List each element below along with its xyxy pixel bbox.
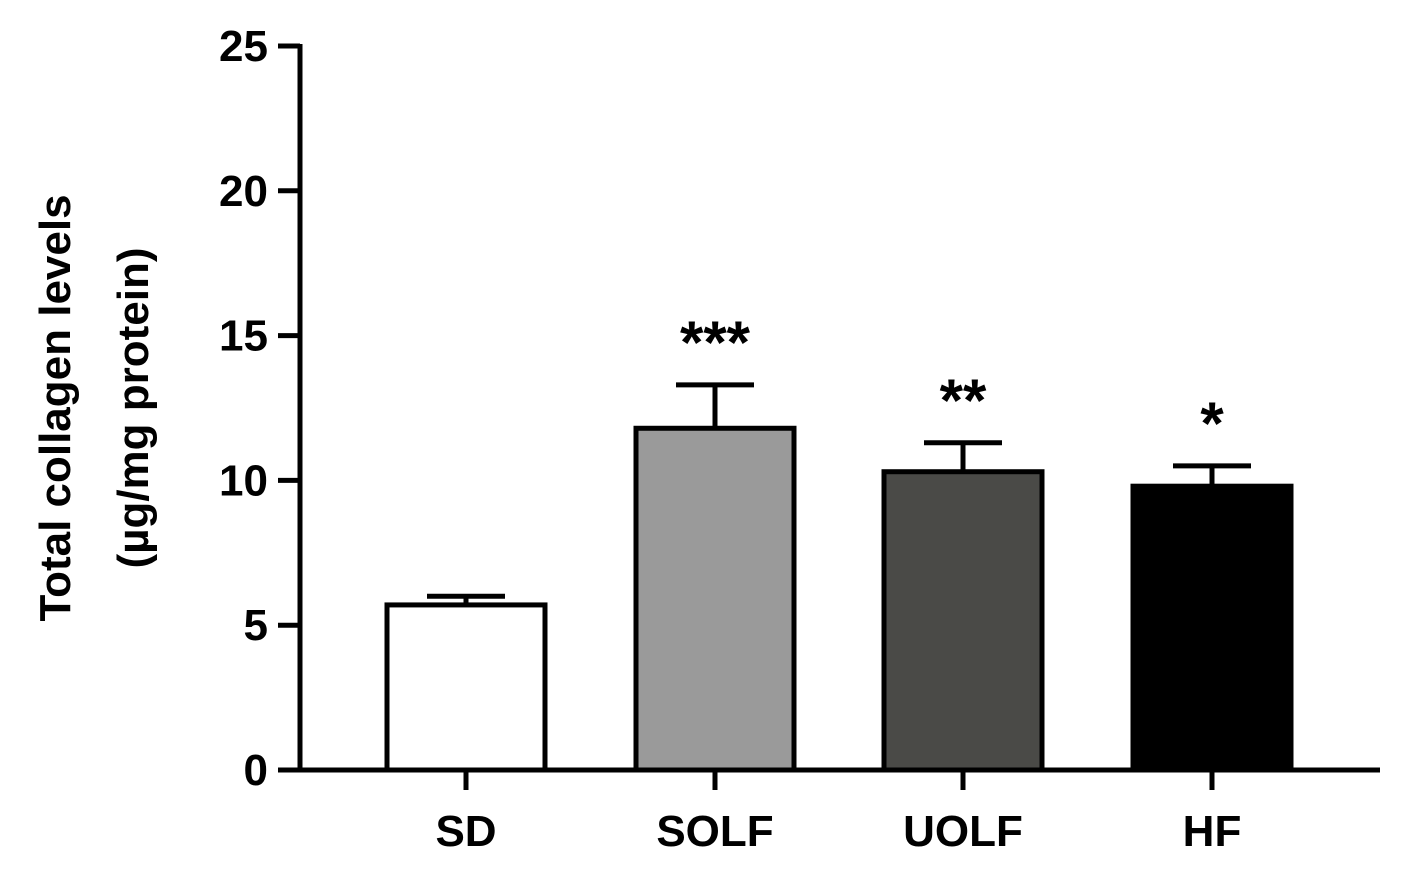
- bar-sd: [384, 602, 548, 773]
- y-ticks: 0 5 10 15 20 25: [219, 22, 300, 795]
- bar-uolf: [881, 469, 1045, 773]
- bars: ***** *: [384, 309, 1294, 773]
- x-tick-label: SD: [435, 807, 496, 856]
- y-tick-label: 15: [219, 312, 268, 361]
- bar-hf: [1130, 483, 1294, 773]
- significance-marker: **: [940, 367, 987, 434]
- y-axis-label-line: Total collagen levels: [31, 194, 80, 621]
- y-tick-label: 25: [219, 22, 268, 71]
- x-tick-label: SOLF: [656, 807, 773, 856]
- y-tick-label: 20: [219, 167, 268, 216]
- significance-marker: ***: [680, 309, 751, 376]
- bar-solf: [633, 425, 797, 773]
- y-tick-label: 10: [219, 456, 268, 505]
- x-tick-label: HF: [1183, 807, 1242, 856]
- significance-marker: *: [1200, 390, 1224, 457]
- y-axis-label-line: (µg/mg protein): [109, 247, 158, 568]
- y-axis-label: Total collagen levels (µg/mg protein): [31, 194, 158, 621]
- y-tick-label: 0: [244, 746, 268, 795]
- x-tick-label: UOLF: [903, 807, 1023, 856]
- x-tick-labels: SD SOLF UOLF HF: [435, 770, 1241, 856]
- y-tick-label: 5: [244, 601, 268, 650]
